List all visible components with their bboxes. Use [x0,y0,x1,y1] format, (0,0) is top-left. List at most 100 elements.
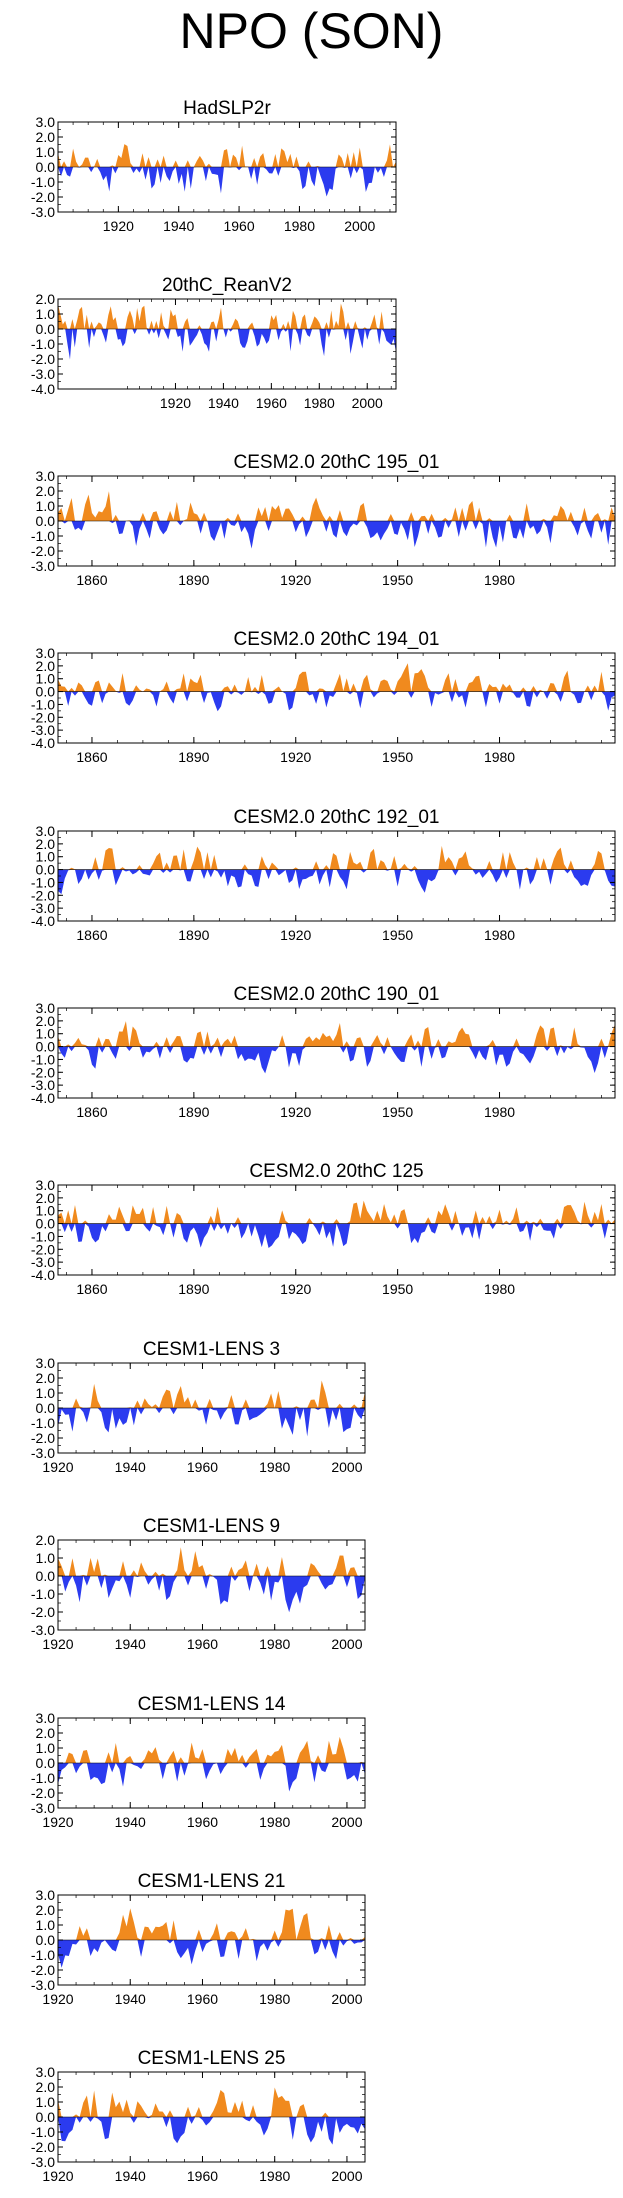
x-tick-label: 1890 [178,927,209,943]
y-tick-label: -3.0 [31,1077,55,1093]
y-tick-label: 2.0 [36,1725,56,1741]
chart-panel-4: CESM2.0 20thC 194_01 3.02.01.00.0-1.0-2.0… [31,629,616,765]
negative-area [58,691,615,712]
x-tick-label: 1940 [115,1814,146,1830]
y-tick-label: 1.0 [36,1385,56,1401]
y-tick-label: -1.0 [31,528,55,544]
x-tick-label: 1950 [382,572,413,588]
y-tick-label: 0.0 [36,2109,56,2125]
y-tick-label: 3.0 [36,823,56,839]
positive-area [58,144,396,167]
y-tick-label: -2.0 [31,351,55,367]
chart-title: 20thC_ReanV2 [162,275,292,296]
y-tick-label: 0.0 [36,159,56,175]
negative-area [58,869,615,895]
y-tick-label: 0.0 [36,321,56,337]
positive-area [58,1021,615,1047]
y-tick-label: -3.0 [31,900,55,916]
x-tick-label: 1920 [280,749,311,765]
chart-title: CESM1-LENS 25 [138,2048,286,2069]
x-tick-label: 1940 [115,2168,146,2184]
y-tick-label: -1.0 [31,1228,55,1244]
x-tick-label: 1920 [280,927,311,943]
x-tick-label: 1920 [42,1459,73,1475]
y-tick-label: 1.0 [36,498,56,514]
y-tick-label: 3.0 [36,468,56,484]
y-tick-label: -3.0 [31,1800,55,1816]
positive-area [58,663,615,692]
y-tick-label: 1.0 [36,144,56,160]
y-tick-label: -2.0 [31,709,55,725]
x-tick-label: 1980 [484,927,515,943]
x-tick-label: 1950 [382,1281,413,1297]
x-tick-label: 1860 [76,927,107,943]
x-tick-label: 1920 [42,1991,73,2007]
negative-area [58,521,615,549]
x-tick-label: 1940 [115,1459,146,1475]
chart-panel-7: CESM2.0 20thC 125 3.02.01.00.0-1.0-2.0-3.… [31,1161,616,1297]
y-tick-label: -3.0 [31,1977,55,1993]
y-tick-label: 0.0 [36,1932,56,1948]
y-tick-label: 1.0 [36,2094,56,2110]
y-tick-label: -1.0 [31,1586,55,1602]
y-tick-label: -1.0 [31,1947,55,1963]
y-tick-label: 1.0 [36,1026,56,1042]
plot-frame [57,1539,366,1631]
y-tick-label: 2.0 [36,483,56,499]
page-title: NPO (SON) [179,3,444,59]
x-tick-label: 1860 [76,1281,107,1297]
x-tick-label: 1920 [160,395,191,411]
x-tick-label: 1920 [42,1636,73,1652]
x-tick-label: 2000 [331,1814,362,1830]
y-tick-label: -1.0 [31,874,55,890]
y-tick-label: 1.0 [36,1740,56,1756]
y-tick-label: 1.0 [36,849,56,865]
y-tick-label: 3.0 [36,1177,56,1193]
y-tick-label: -2.0 [31,1785,55,1801]
y-tick-label: 0.0 [36,1755,56,1771]
y-tick-label: 1.0 [36,306,56,322]
y-tick-label: 3.0 [36,1355,56,1371]
y-tick-label: -2.0 [31,1064,55,1080]
y-tick-label: 3.0 [36,2064,56,2080]
y-tick-label: -4.0 [31,913,55,929]
x-tick-label: 1980 [484,1281,515,1297]
x-tick-label: 1960 [256,395,287,411]
y-tick-label: 1.0 [36,1203,56,1219]
positive-area [58,1380,365,1408]
x-tick-label: 1860 [76,572,107,588]
y-tick-label: 3.0 [36,1887,56,1903]
y-tick-label: -2.0 [31,1604,55,1620]
y-tick-label: 3.0 [36,1710,56,1726]
chart-title: CESM1-LENS 3 [143,1339,280,1360]
x-tick-label: 1980 [304,395,335,411]
y-tick-label: 2.0 [36,658,56,674]
chart-title: HadSLP2r [183,98,271,119]
x-tick-label: 1890 [178,749,209,765]
x-tick-label: 1920 [280,1281,311,1297]
x-tick-label: 1980 [259,2168,290,2184]
positive-area [58,1736,365,1763]
x-tick-label: 1950 [382,1104,413,1120]
y-tick-label: -1.0 [31,1415,55,1431]
y-tick-label: -2.0 [31,887,55,903]
y-tick-label: -3.0 [31,2154,55,2170]
x-tick-label: 1940 [115,1991,146,2007]
y-tick-label: -2.0 [31,1962,55,1978]
y-tick-label: 0.0 [36,1039,56,1055]
y-tick-label: 2.0 [36,129,56,145]
chart-title: CESM1-LENS 21 [138,1871,286,1892]
y-tick-label: 2.0 [36,1902,56,1918]
chart-panel-11: CESM1-LENS 21 3.02.01.00.0-1.0-2.0-3.0192… [31,1871,366,2007]
positive-area [58,1908,365,1940]
positive-area [58,491,615,521]
y-tick-label: 0.0 [36,1568,56,1584]
y-tick-label: -4.0 [31,381,55,397]
y-tick-label: 2.0 [36,1370,56,1386]
y-tick-label: -4.0 [31,1090,55,1106]
y-tick-label: 2.0 [36,1013,56,1029]
y-tick-label: -1.0 [31,696,55,712]
positive-area [58,1200,615,1224]
